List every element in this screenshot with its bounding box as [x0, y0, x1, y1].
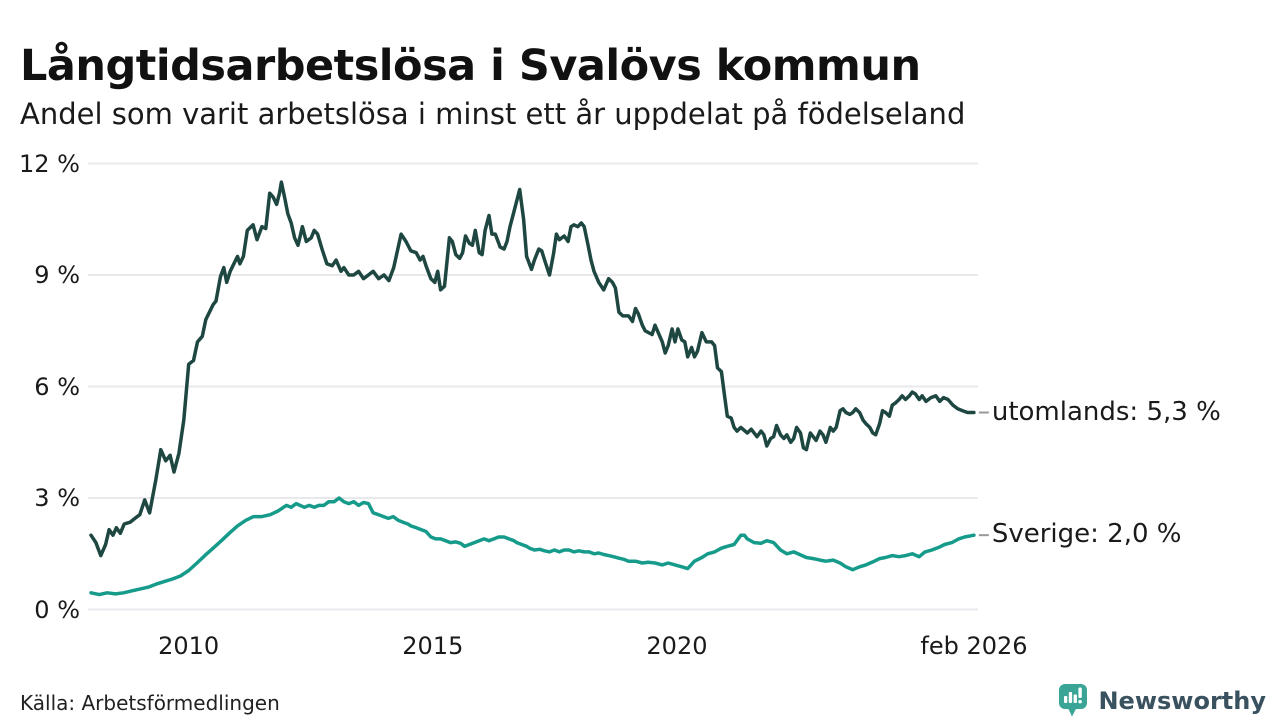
- newsworthy-logo: Newsworthy: [1058, 683, 1266, 718]
- x-tick-label: feb 2026: [920, 632, 1028, 660]
- y-tick-label: 12 %: [19, 149, 80, 178]
- series-end-label-utomlands: utomlands: 5,3 %: [991, 396, 1221, 427]
- series-end-label-sverige: Sverige: 2,0 %: [991, 519, 1182, 550]
- x-tick-label: 2010: [158, 632, 220, 660]
- gridlines: [88, 162, 978, 611]
- y-tick-label: 9 %: [34, 261, 80, 289]
- x-tick-label: 2020: [646, 632, 708, 660]
- source-note: Källa: Arbetsförmedlingen: [20, 691, 280, 715]
- y-tick-label: 3 %: [34, 484, 80, 512]
- y-tick-label: 0 %: [34, 595, 80, 624]
- line-Sverige: [89, 496, 976, 597]
- x-tick-label: 2015: [402, 632, 464, 660]
- chart-title: Långtidsarbetslösa i Svalövs kommun: [20, 40, 921, 91]
- series-lines: [89, 180, 976, 597]
- newsworthy-logo-icon: [1059, 684, 1088, 717]
- line-utomlands: [89, 180, 976, 558]
- y-tick-label: 6 %: [34, 372, 80, 401]
- newsworthy-logo-text: Newsworthy: [1098, 686, 1266, 715]
- chart-subtitle: Andel som varit arbetslösa i minst ett å…: [20, 97, 966, 131]
- label-connectors: [978, 411, 989, 537]
